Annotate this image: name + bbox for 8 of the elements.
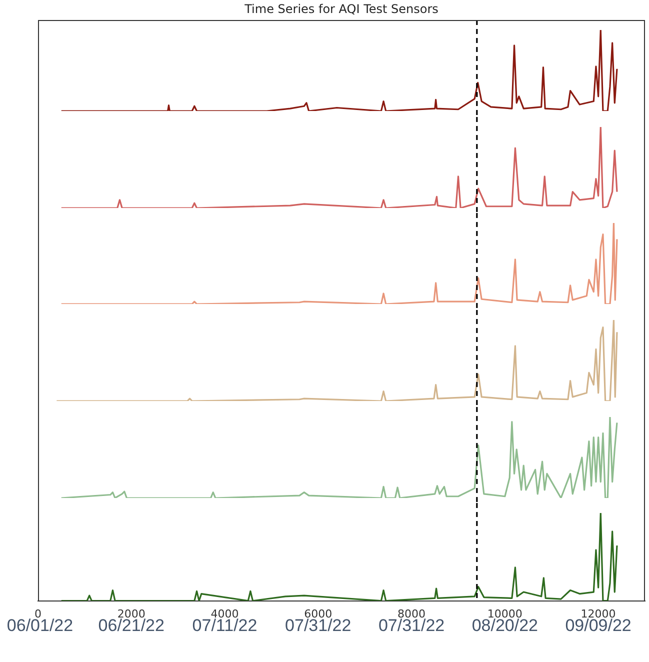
text: 07/31/22 xyxy=(378,616,445,636)
text: 09/09/22 xyxy=(565,616,632,636)
text: 06/21/22 xyxy=(98,616,164,636)
chart-title: Time Series for AQI Test Sensors xyxy=(244,2,440,16)
text: 07/11/22 xyxy=(192,616,258,636)
text: 07/31/22 xyxy=(285,616,352,636)
text: 06/01/22 xyxy=(6,616,74,636)
text: 08/20/22 xyxy=(472,616,538,636)
